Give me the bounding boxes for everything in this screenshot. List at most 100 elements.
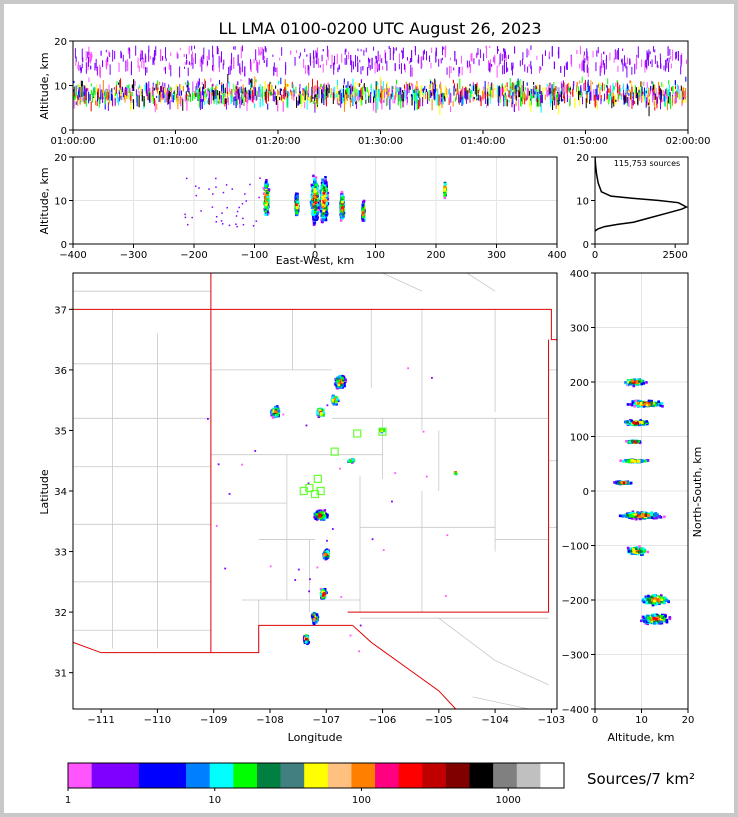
source-point (298, 94, 300, 106)
source-point (287, 96, 289, 108)
source-point (375, 94, 377, 102)
source-point (311, 94, 313, 102)
source-point (389, 47, 391, 60)
source-point (135, 45, 137, 56)
source-point (330, 64, 332, 69)
source-point (678, 93, 680, 100)
source-point (523, 90, 525, 100)
source-point (583, 83, 585, 92)
source-point (238, 87, 240, 96)
source-point (674, 95, 676, 99)
source-point (315, 50, 317, 58)
source-point (273, 96, 275, 102)
source-point (279, 57, 281, 61)
source-point (310, 193, 314, 197)
source-point (644, 90, 646, 102)
source-point (514, 85, 516, 89)
plot-frame (72, 40, 689, 131)
source-point (225, 98, 227, 110)
source-point (251, 78, 253, 88)
source-point (403, 63, 405, 70)
source-point (265, 93, 267, 103)
source-point (126, 85, 128, 90)
source-point (483, 87, 485, 92)
source-point (249, 90, 251, 98)
source-point (379, 54, 381, 63)
source-point (515, 95, 517, 101)
source-point (183, 53, 185, 58)
source-point (91, 54, 93, 58)
source-point (358, 90, 360, 102)
source-point (88, 56, 90, 67)
source-point (113, 87, 115, 90)
source-point (277, 81, 279, 85)
source-point (357, 82, 359, 86)
source-point (493, 83, 495, 89)
source-point (414, 49, 416, 56)
source-point (659, 53, 661, 60)
source-point (281, 47, 283, 56)
source-point (411, 50, 413, 62)
source-point (424, 85, 426, 91)
source-point (614, 49, 616, 60)
source-point (525, 96, 527, 101)
source-point (235, 99, 237, 108)
source-point (267, 90, 269, 102)
source-point (404, 90, 406, 101)
source-point (465, 90, 467, 100)
source-point (518, 86, 520, 98)
source-point (131, 92, 133, 96)
x-tick-label: 01:40:00 (461, 136, 506, 147)
source-point (560, 91, 562, 102)
source-point (186, 85, 188, 88)
source-point (265, 47, 267, 53)
source-point (191, 45, 193, 51)
source-point (359, 59, 361, 63)
source-point (361, 217, 364, 221)
source-point (586, 51, 588, 61)
source-point (371, 57, 373, 69)
source-point (357, 56, 359, 62)
source-point (318, 57, 320, 68)
source-point (263, 91, 265, 97)
source-point (266, 195, 270, 199)
source-point (238, 88, 240, 99)
source-point (548, 85, 550, 89)
source-point (666, 100, 668, 111)
source-point (359, 90, 361, 97)
source-point (466, 87, 468, 94)
source-point (468, 89, 470, 94)
source-point (258, 87, 260, 98)
source-point (310, 195, 314, 198)
source-point (197, 89, 199, 101)
source-point (314, 208, 317, 211)
source-point (646, 87, 648, 96)
source-point (147, 92, 149, 100)
source-point (81, 63, 83, 69)
source-point (436, 88, 438, 92)
source-point (361, 213, 365, 217)
source-point (582, 59, 584, 71)
source-point (110, 90, 112, 101)
source-point (368, 91, 370, 103)
source-point (214, 96, 216, 103)
source-point (383, 89, 385, 101)
source-point (83, 89, 85, 96)
source-point (152, 95, 154, 104)
source-point (112, 49, 114, 62)
source-point (85, 62, 87, 74)
source-point (349, 89, 351, 100)
source-point (579, 80, 581, 84)
source-point (645, 59, 647, 68)
source-point (314, 183, 318, 187)
source-point (651, 80, 653, 85)
source-point (265, 193, 268, 196)
source-point (211, 89, 213, 92)
source-point (566, 94, 568, 103)
source-point (284, 87, 286, 93)
source-point (127, 91, 129, 100)
source-point (455, 88, 457, 100)
source-point (93, 86, 95, 97)
source-point (333, 62, 335, 70)
source-point (213, 101, 215, 105)
